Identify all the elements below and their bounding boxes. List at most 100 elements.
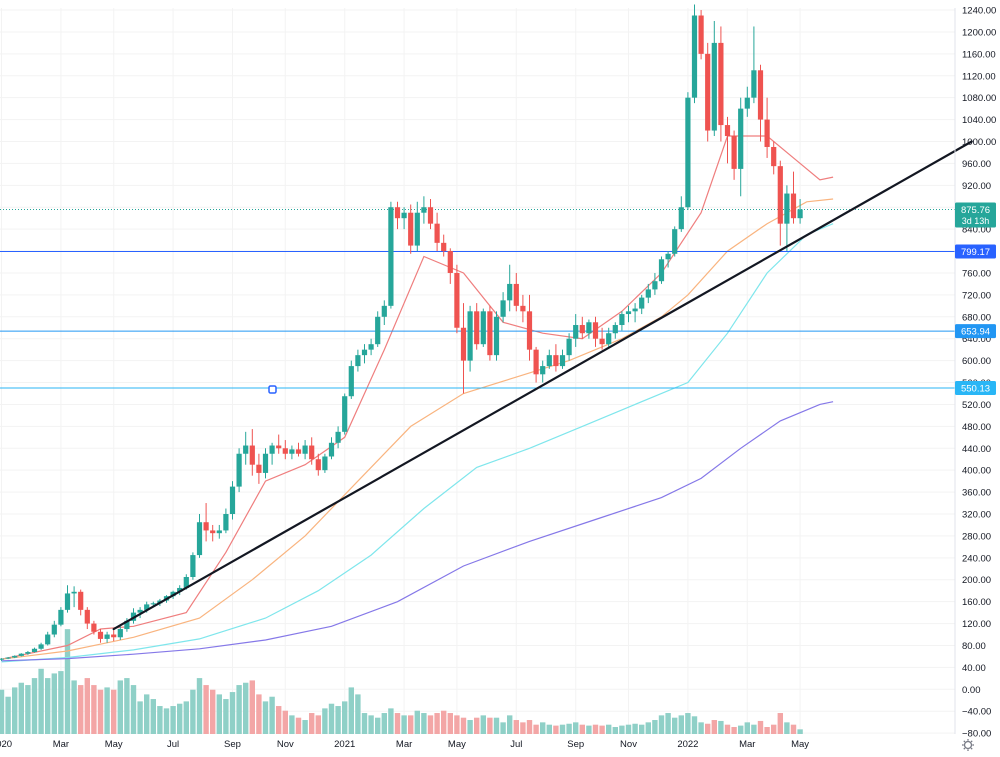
candle	[665, 251, 671, 268]
candle	[764, 97, 770, 158]
volume-bar	[599, 725, 605, 734]
candle-body	[559, 355, 566, 367]
volume-bar	[731, 727, 737, 734]
candle-body	[790, 193, 797, 219]
volume-bar	[401, 715, 407, 734]
candle	[757, 64, 764, 142]
candle	[375, 311, 381, 347]
y-tick-label: 120.00	[962, 619, 991, 630]
volume-bar	[216, 694, 222, 734]
volume-bar	[163, 708, 170, 734]
candle-body	[447, 251, 453, 273]
volume-bar	[249, 680, 255, 734]
candle-body	[289, 449, 295, 454]
volume-bar	[45, 678, 51, 734]
candle	[229, 481, 236, 520]
gear-icon[interactable]	[962, 739, 974, 751]
candle-body	[764, 119, 770, 147]
candle-body	[625, 311, 632, 315]
volume-bar	[447, 713, 453, 734]
candle-body	[414, 212, 420, 246]
candle-body	[401, 212, 407, 219]
candle	[91, 620, 97, 635]
candle	[210, 524, 216, 542]
candle	[724, 116, 731, 164]
candle	[276, 434, 282, 454]
volume-bar	[31, 678, 38, 734]
volume-bar	[355, 694, 361, 734]
level-price-tag-text: 799.17	[961, 247, 990, 258]
candle	[361, 344, 368, 364]
candle	[421, 196, 427, 224]
candle-body	[493, 316, 500, 356]
candle-body	[229, 486, 236, 515]
volume-bar	[348, 687, 354, 734]
level-price-tag-text: 550.13	[961, 383, 990, 394]
candles	[0, 4, 803, 661]
candle-body	[144, 604, 150, 610]
candle-body	[236, 453, 242, 487]
candle-body	[777, 166, 783, 224]
volume-bar	[520, 722, 526, 734]
candle-body	[111, 634, 117, 638]
candle-body	[421, 207, 427, 213]
candle	[262, 448, 269, 479]
candle-body	[361, 349, 368, 356]
x-tick-label: Mar	[396, 739, 412, 750]
candle	[38, 642, 44, 650]
level-price-tag-text: 653.94	[961, 327, 990, 338]
candle	[223, 508, 229, 534]
candle	[777, 160, 783, 246]
candle-body	[711, 42, 717, 131]
candle	[658, 256, 665, 284]
candle	[751, 26, 757, 104]
candle	[289, 445, 295, 460]
volume-bar	[5, 696, 11, 734]
candle	[0, 658, 5, 661]
candle-body	[309, 445, 315, 460]
moving-average-line	[1, 198, 834, 660]
volume-bar	[78, 685, 84, 734]
volume-bar	[104, 687, 110, 734]
volume-bar	[797, 729, 803, 734]
volume-bar	[718, 720, 724, 734]
y-tick-label: 400.00	[962, 466, 991, 477]
volume-bar	[586, 725, 592, 734]
level-price-tag	[955, 324, 996, 339]
price-axis: −80.00 −40.00 0.00 40.00 80.00 120.00 160.00 20…	[962, 6, 996, 740]
volume-bar	[203, 685, 209, 734]
volume-bar	[58, 671, 64, 734]
candle-body	[434, 223, 440, 243]
candle	[718, 26, 724, 142]
candle-body	[137, 609, 143, 613]
candle-body	[619, 314, 625, 326]
x-tick-label: May	[105, 739, 123, 750]
candle-body	[705, 53, 711, 131]
volume-bar	[698, 722, 704, 734]
candle-body	[797, 209, 803, 219]
volume-bar	[269, 696, 275, 734]
volume-bar	[322, 708, 328, 734]
volume-bar	[177, 703, 183, 734]
candle-body	[335, 431, 341, 443]
candle	[58, 607, 64, 627]
candle	[394, 201, 401, 230]
candle	[315, 453, 321, 476]
horizontal-levels	[0, 209, 955, 389]
candle	[797, 199, 803, 224]
candle	[784, 185, 790, 252]
volume-bar	[414, 710, 420, 734]
candle-body	[322, 456, 328, 471]
candle	[408, 204, 414, 254]
candle-body	[500, 300, 506, 317]
candle	[388, 201, 394, 309]
drawing-anchor-handle[interactable]	[268, 385, 277, 394]
candle	[256, 453, 262, 484]
candle-body	[454, 272, 460, 328]
candle	[97, 629, 104, 643]
trendline[interactable]	[112, 140, 973, 631]
x-tick-label: Nov	[277, 739, 294, 750]
